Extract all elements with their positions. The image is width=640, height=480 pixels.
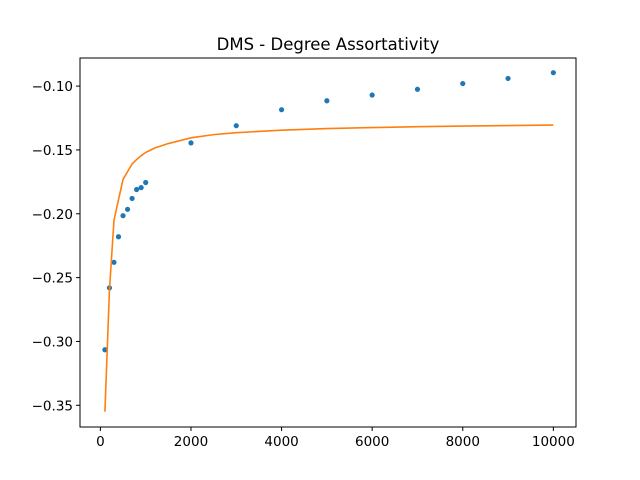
- data-point: [188, 140, 194, 146]
- data-point: [550, 70, 556, 76]
- data-point: [143, 179, 149, 186]
- data-point: [111, 259, 117, 265]
- y-tick-label: −0.25: [32, 271, 73, 287]
- axis-layer: 0 2000 4000 6000 8000 10000 −0.35 −0.30 −0.25 −0.…: [32, 79, 575, 450]
- data-point: [278, 107, 285, 113]
- data-point: [233, 123, 239, 129]
- x-tick-label: 8000: [446, 434, 480, 450]
- y-tick-label: −0.20: [32, 207, 73, 223]
- x-tick-label: 4000: [264, 434, 298, 450]
- data-point: [134, 186, 140, 193]
- data-point: [115, 234, 122, 240]
- data-point: [460, 80, 466, 87]
- y-tick-label: −0.30: [32, 334, 73, 350]
- data-point: [324, 98, 330, 104]
- y-tick-label: −0.15: [32, 143, 73, 159]
- data-point: [505, 75, 511, 82]
- chart-title: DMS - Degree Assortativity: [217, 35, 440, 54]
- plot-frame: [79, 57, 577, 428]
- data-point: [120, 213, 126, 219]
- x-tick-label: 6000: [355, 434, 389, 450]
- data-point: [414, 86, 421, 92]
- x-tick-label: 10000: [532, 434, 575, 450]
- data-point: [138, 185, 144, 191]
- series-layer: [102, 70, 556, 412]
- y-tick-label: −0.10: [32, 79, 73, 95]
- x-tick-label: 0: [96, 434, 105, 450]
- data-point: [369, 92, 375, 98]
- fit-curve-line: [104, 124, 554, 412]
- y-tick-label: −0.35: [32, 398, 73, 414]
- data-point: [129, 195, 135, 202]
- x-tick-label: 2000: [174, 434, 208, 450]
- data-point: [102, 347, 108, 353]
- data-point: [124, 206, 131, 212]
